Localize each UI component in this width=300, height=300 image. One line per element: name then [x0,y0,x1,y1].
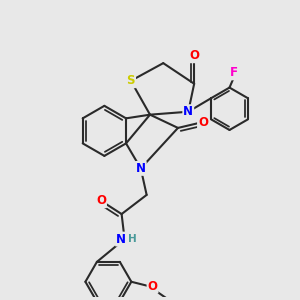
Text: H: H [128,234,137,244]
Text: N: N [116,232,126,246]
Text: O: O [96,194,106,207]
Text: S: S [127,74,135,87]
Text: O: O [189,49,199,62]
Text: O: O [148,280,158,293]
Text: N: N [183,105,193,118]
Text: O: O [198,116,208,128]
Text: F: F [230,66,238,80]
Text: N: N [136,162,146,175]
